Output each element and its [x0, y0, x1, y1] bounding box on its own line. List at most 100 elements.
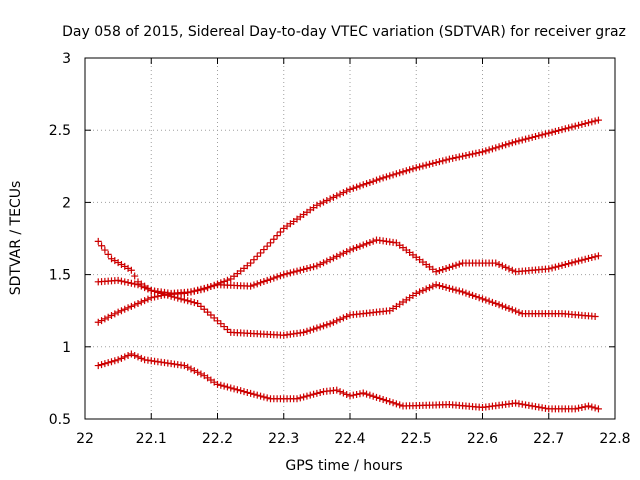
data-point — [114, 356, 122, 364]
data-point — [482, 147, 490, 155]
data-point — [101, 246, 109, 254]
data-point — [588, 118, 596, 126]
data-point — [439, 283, 447, 291]
data-point — [98, 242, 106, 250]
data-point — [462, 289, 470, 297]
data-point — [538, 131, 546, 139]
data-point — [313, 201, 321, 209]
data-point — [502, 303, 510, 311]
data-point — [257, 392, 265, 400]
x-tick-label: 22.4 — [334, 431, 365, 447]
data-point — [124, 279, 132, 287]
data-point — [343, 248, 351, 256]
data-point — [475, 294, 483, 302]
data-point — [535, 132, 543, 140]
data-point — [412, 164, 420, 172]
data-point — [399, 168, 407, 176]
data-point — [339, 249, 347, 257]
data-point — [396, 401, 404, 409]
data-point — [326, 256, 334, 264]
data-point — [502, 141, 510, 149]
data-point — [412, 289, 420, 297]
data-point — [346, 185, 354, 193]
data-point — [455, 260, 463, 268]
data-point — [104, 359, 112, 367]
data-point — [303, 265, 311, 273]
data-point — [336, 190, 344, 198]
data-point — [111, 357, 119, 365]
data-point — [223, 383, 231, 391]
data-point — [353, 183, 361, 191]
data-point — [505, 305, 513, 313]
data-point — [532, 133, 539, 141]
data-point — [505, 265, 513, 273]
data-point — [303, 392, 311, 400]
data-point — [174, 294, 182, 302]
data-point — [366, 391, 374, 399]
data-point — [117, 277, 125, 285]
data-point — [406, 166, 414, 174]
data-point — [306, 326, 314, 334]
data-point — [326, 320, 334, 328]
data-point — [250, 256, 258, 264]
data-point — [369, 177, 377, 185]
data-point — [571, 122, 579, 130]
data-point — [154, 288, 162, 296]
data-point — [353, 390, 361, 398]
data-point — [124, 304, 132, 312]
data-point — [389, 399, 397, 407]
data-point — [131, 301, 139, 309]
data-point — [273, 273, 281, 281]
data-point — [432, 159, 440, 167]
data-point — [190, 299, 198, 307]
data-point — [104, 250, 112, 258]
chart-title: Day 058 of 2015, Sidereal Day-to-day VTE… — [62, 24, 626, 40]
data-point — [356, 242, 364, 250]
data-point — [253, 252, 261, 260]
data-point — [472, 293, 480, 301]
data-point — [227, 384, 235, 392]
data-point — [243, 388, 251, 396]
data-point — [114, 308, 122, 316]
data-point — [320, 198, 327, 206]
data-markers — [94, 116, 602, 413]
data-point — [194, 286, 202, 294]
data-point — [329, 254, 337, 262]
data-point — [329, 193, 337, 201]
data-point — [386, 172, 394, 180]
data-point — [293, 267, 301, 275]
data-point — [220, 382, 228, 390]
data-point — [515, 137, 523, 145]
data-point — [144, 295, 152, 303]
x-tick-label: 22.6 — [467, 431, 498, 447]
data-point — [585, 254, 592, 262]
data-point — [588, 403, 596, 411]
y-tick-labels: 0.5 1 1.5 2 2.5 3 — [49, 51, 71, 428]
data-point — [482, 296, 490, 304]
data-point — [250, 281, 258, 289]
series-4-markers — [94, 350, 602, 413]
data-point — [260, 393, 268, 401]
data-point — [253, 280, 261, 288]
data-point — [237, 387, 245, 395]
data-point — [455, 153, 463, 161]
data-point — [439, 266, 447, 274]
data-point — [495, 143, 503, 151]
data-point — [382, 173, 390, 181]
data-point — [565, 124, 573, 132]
data-point — [452, 286, 460, 294]
data-point — [422, 161, 430, 169]
data-point — [512, 138, 520, 146]
data-point — [270, 274, 278, 282]
data-point — [194, 368, 202, 376]
data-point — [445, 155, 453, 163]
data-point — [276, 272, 284, 280]
data-point — [316, 323, 324, 331]
data-point — [187, 298, 195, 306]
data-point — [409, 165, 417, 173]
data-point — [197, 370, 205, 378]
data-point — [323, 257, 331, 265]
y-tick-label: 2 — [62, 195, 71, 211]
data-point — [200, 284, 208, 292]
x-tick-label: 22.7 — [533, 431, 564, 447]
